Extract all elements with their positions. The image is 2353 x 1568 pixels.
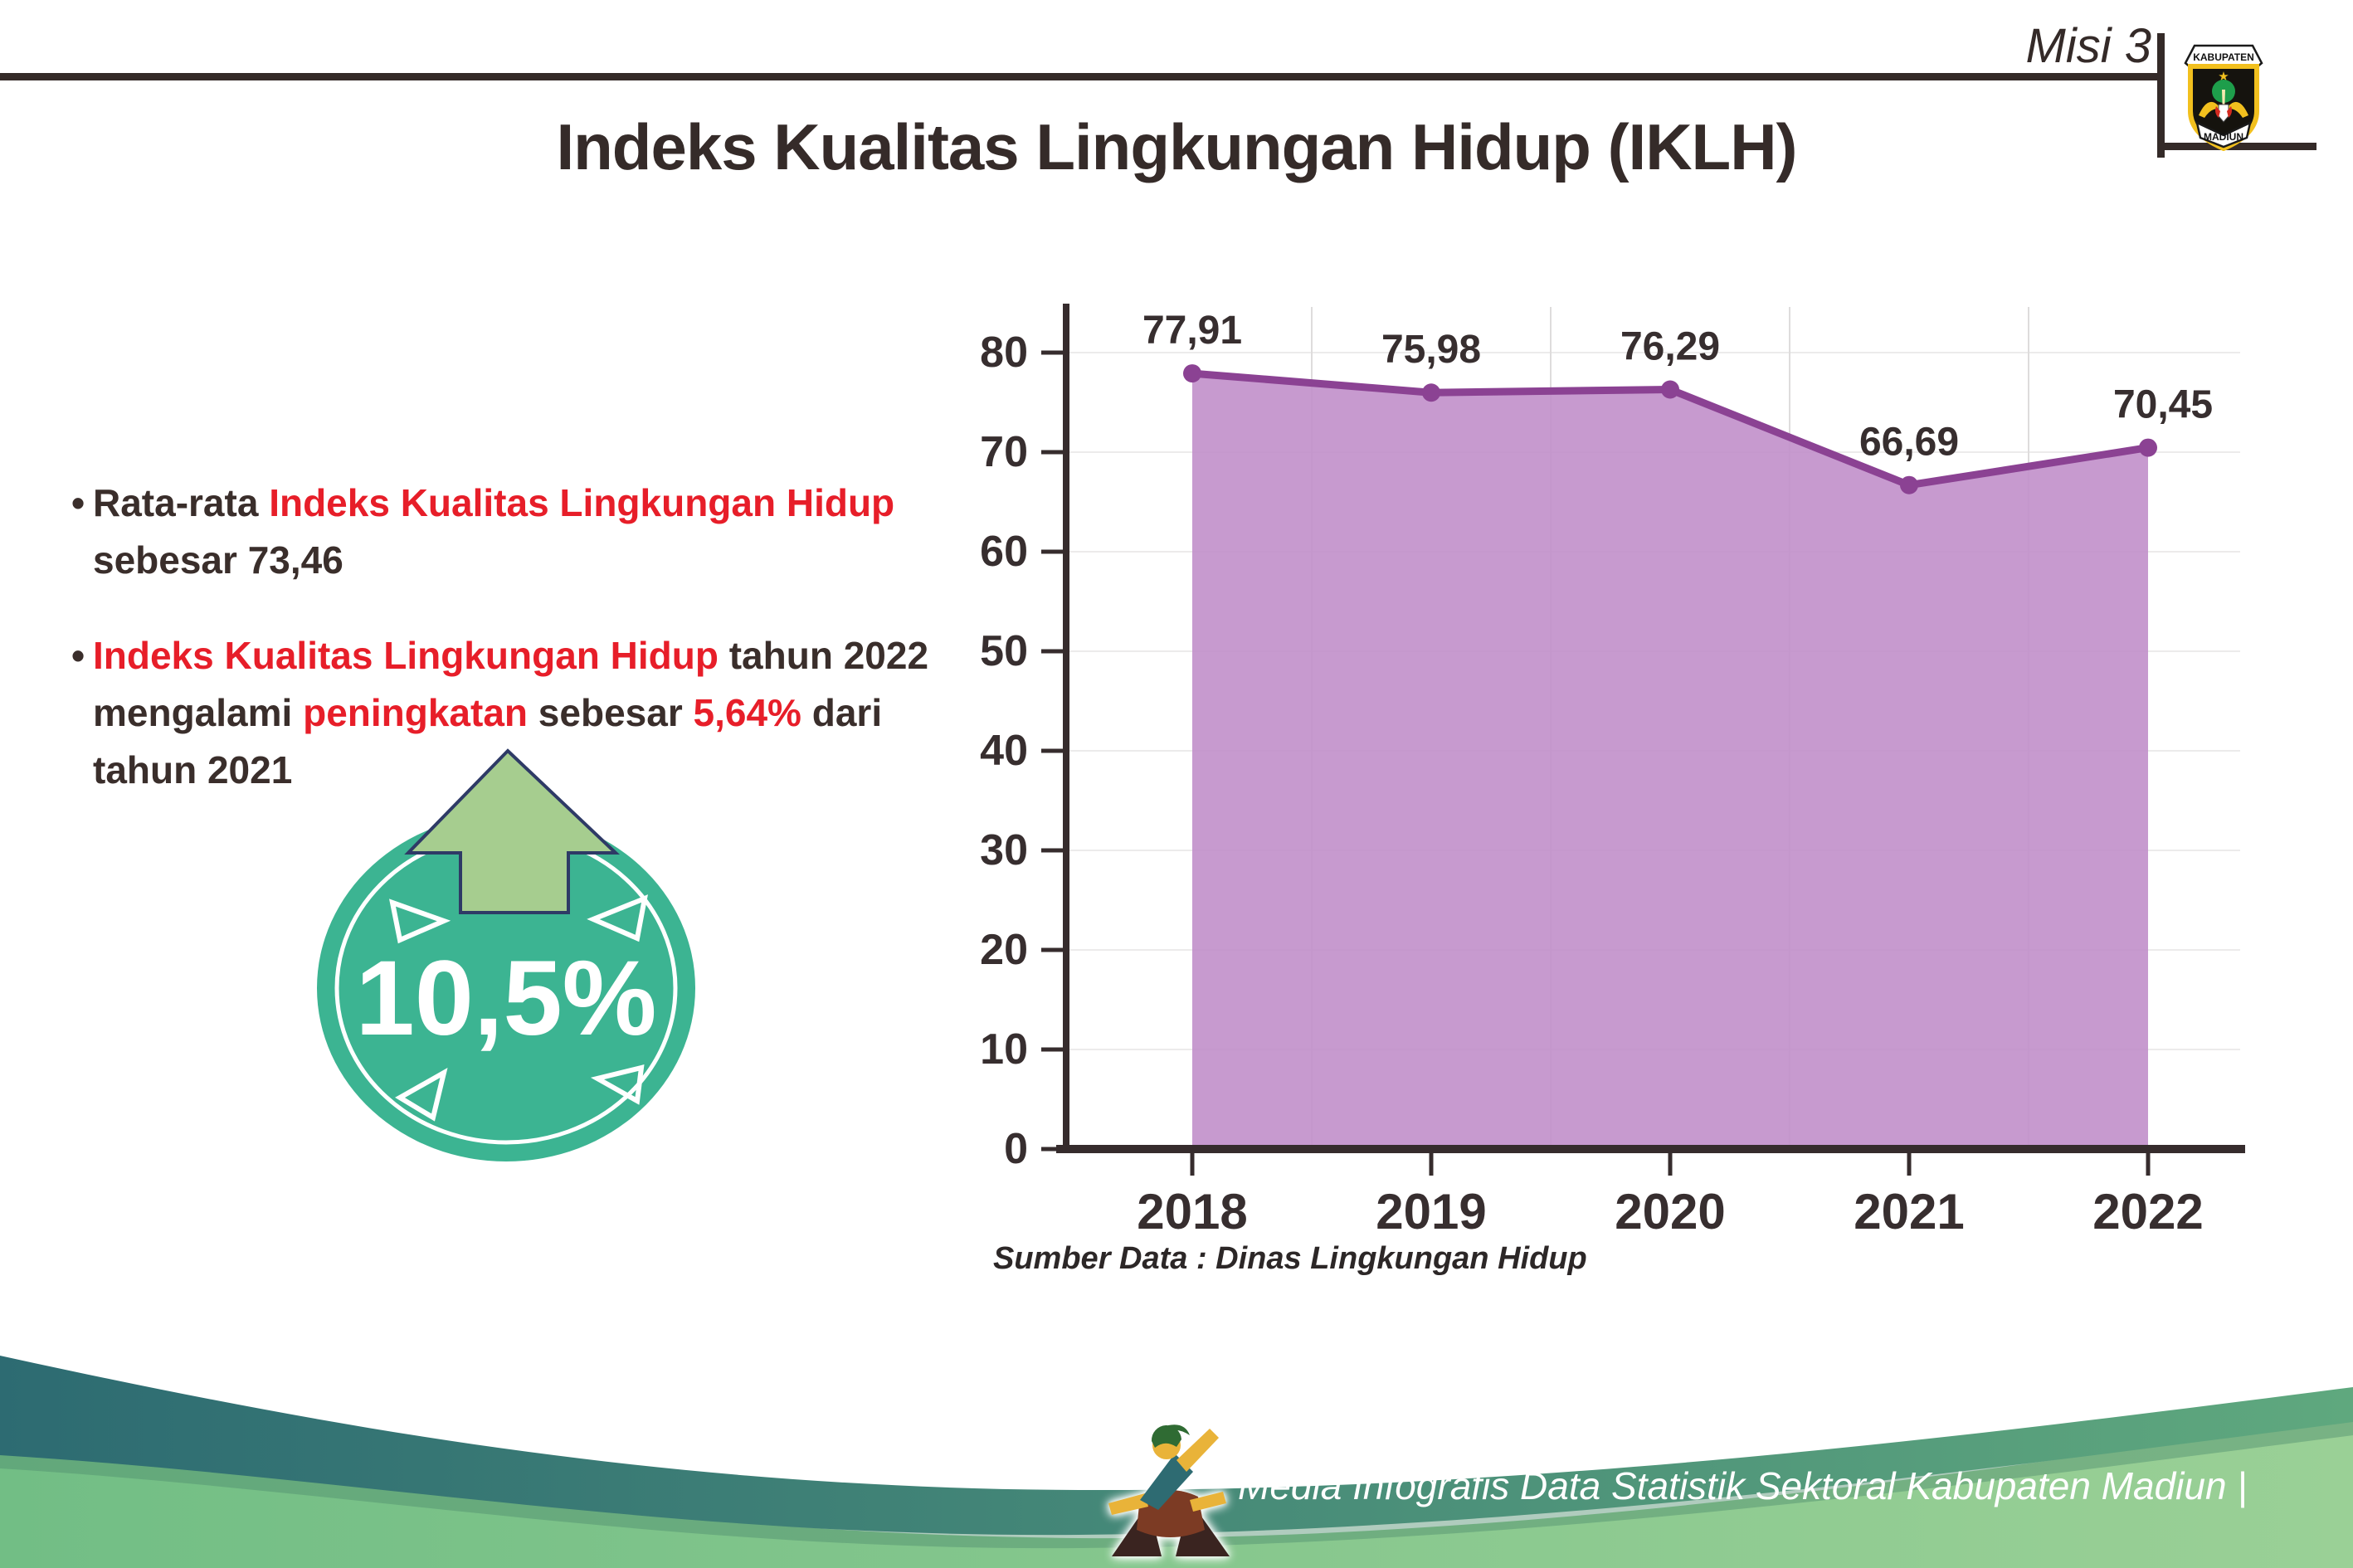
footer-credit: Media Infografis Data Statistik Sektoral… <box>1238 1464 2248 1507</box>
data-label-2018: 77,91 <box>1142 309 1242 353</box>
year-label-2020: 2020 <box>1615 1184 1725 1239</box>
data-label-2020: 76,29 <box>1620 325 1720 369</box>
bullet-increase-2022-text: Indeks Kualitas Lingkungan Hidup tahun 2… <box>93 634 929 791</box>
y-tick-label: 80 <box>980 329 1028 377</box>
y-tick-label: 20 <box>980 926 1028 974</box>
data-point-2019 <box>1422 383 1440 402</box>
logo-right-wing-icon <box>2225 101 2248 118</box>
y-tick-label: 30 <box>980 826 1028 874</box>
logo-bottom-banner-ribbon <box>2195 120 2252 149</box>
badge-spark-triangle-lower-left <box>395 1067 448 1122</box>
iklh-area-chart: 0 10 20 30 40 50 60 70 80 2018 77,91 2019 75,98 2020 7… <box>980 304 2245 1239</box>
year-label-2022: 2022 <box>2092 1184 2203 1239</box>
kabupaten-madiun-logo: ★ KABUPATEN MADIUN <box>2184 44 2263 151</box>
footer-green-wave <box>0 1417 2353 1568</box>
logo-bottom-banner-text: MADIUN <box>2204 131 2243 143</box>
key-findings-block: • Rata-rata Indeks Kualitas Lingkungan Hi… <box>71 475 1017 799</box>
bullet-average-iklh-text: Rata-rata Indeks Kualitas Lingkungan Hid… <box>93 481 895 582</box>
mascot-cap <box>1151 1424 1181 1448</box>
data-point-2020 <box>1661 380 1679 399</box>
y-tick-label: 0 <box>1004 1125 1028 1173</box>
mascot-cap-swoosh <box>1168 1424 1190 1435</box>
data-point-2022 <box>2139 438 2157 457</box>
footer-teal-wave <box>0 1356 2353 1536</box>
mascot-waist-sash <box>1190 1492 1226 1512</box>
page-title: Indeks Kualitas Lingkungan Hidup (IKLH) <box>556 110 1797 183</box>
data-point-2021 <box>1900 475 1918 494</box>
bullet-marker: • <box>71 481 85 524</box>
logo-top-banner-text: KABUPATEN <box>2193 51 2254 63</box>
top-horizontal-rule <box>0 73 2161 80</box>
misi-label: Misi 3 <box>2025 19 2151 73</box>
corner-vertical-rule <box>2157 33 2165 158</box>
mascot-left-arm <box>1108 1493 1148 1515</box>
increase-badge: 10,5% <box>317 748 695 1161</box>
source-note: Sumber Data : Dinas Lingkungan Hidup <box>993 1241 1587 1276</box>
data-label-2019: 75,98 <box>1381 328 1481 372</box>
bullet-marker: • <box>71 634 85 677</box>
logo-left-wing-icon <box>2199 101 2222 118</box>
corner-horizontal-rule <box>2157 143 2316 150</box>
bullet-average-iklh: • Rata-rata Indeks Kualitas Lingkungan Hi… <box>71 475 1017 589</box>
badge-spark-triangle-lower-right <box>590 1064 645 1105</box>
badge-circle <box>317 815 695 1161</box>
data-label-2022: 70,45 <box>2113 383 2213 427</box>
dancer-mascot-icon <box>1108 1424 1230 1556</box>
logo-left-flame <box>2215 106 2220 118</box>
y-tick-label: 10 <box>980 1025 1028 1074</box>
footer-wave-decoration <box>0 1356 2353 1568</box>
bullet-increase-2022: • Indeks Kualitas Lingkungan Hidup tahun … <box>71 627 1017 799</box>
up-arrow-icon <box>404 748 621 914</box>
data-label-2021: 66,69 <box>1859 421 1959 465</box>
badge-spark-triangle-upper-left <box>389 898 451 944</box>
badge-percentage-value: 10,5% <box>356 939 657 1058</box>
data-point-2018 <box>1183 364 1201 383</box>
logo-right-flame <box>2227 106 2232 118</box>
mascot-torso <box>1140 1454 1193 1510</box>
area-fill <box>1192 373 2148 1147</box>
y-tick-label: 50 <box>980 627 1028 675</box>
y-tick-label: 40 <box>980 727 1028 775</box>
y-tick-label: 60 <box>980 528 1028 576</box>
year-label-2019: 2019 <box>1376 1184 1486 1239</box>
year-label-2018: 2018 <box>1137 1184 1247 1239</box>
badge-spark-triangle-upper-right <box>587 894 648 942</box>
y-tick-label: 70 <box>980 428 1028 476</box>
year-label-2021: 2021 <box>1854 1184 1964 1239</box>
mascot-raised-arm <box>1176 1429 1219 1472</box>
